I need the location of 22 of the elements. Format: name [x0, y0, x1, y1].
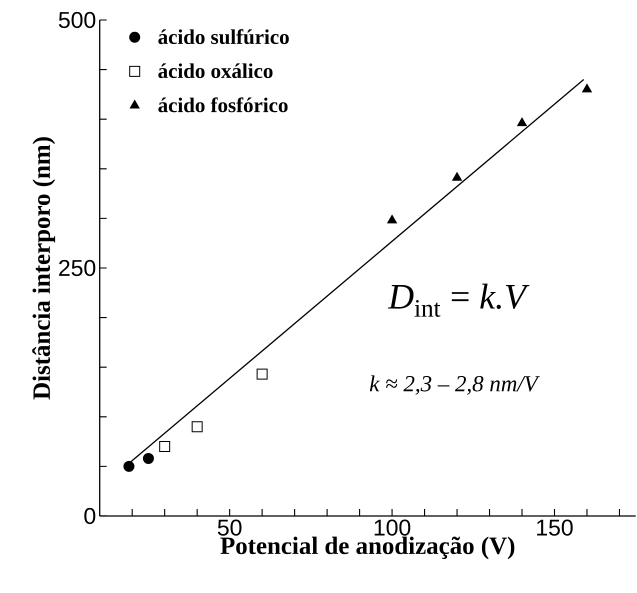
annotation: D$_{int}$ = k.V: [388, 284, 530, 317]
legend-label: ácido sulfúrico: [158, 29, 289, 44]
legend-label: ácido oxálico: [158, 63, 273, 78]
point: [192, 421, 203, 432]
x-tick-label: 100: [374, 520, 410, 536]
x-tick-label: 150: [537, 520, 573, 536]
point: [517, 118, 527, 126]
point: [142, 452, 154, 464]
x-axis-title: Potencial de anodização (V): [220, 536, 514, 560]
point: [123, 460, 134, 472]
y-tick-label: 500: [58, 12, 96, 28]
annotation: k ≈ 2,3 – 2,8 nm/V: [370, 375, 540, 395]
x-tick-label: 50: [218, 520, 242, 536]
point: [159, 441, 170, 452]
y-tick-label: 250: [59, 260, 96, 276]
point: [452, 172, 462, 181]
point: [256, 368, 268, 380]
point: [387, 214, 397, 224]
y-axis-title: Distância interporo (nm): [32, 137, 56, 400]
point: [582, 84, 592, 92]
y-tick-label: 0: [84, 508, 96, 524]
legend-label: ácido fosfórico: [158, 97, 288, 112]
